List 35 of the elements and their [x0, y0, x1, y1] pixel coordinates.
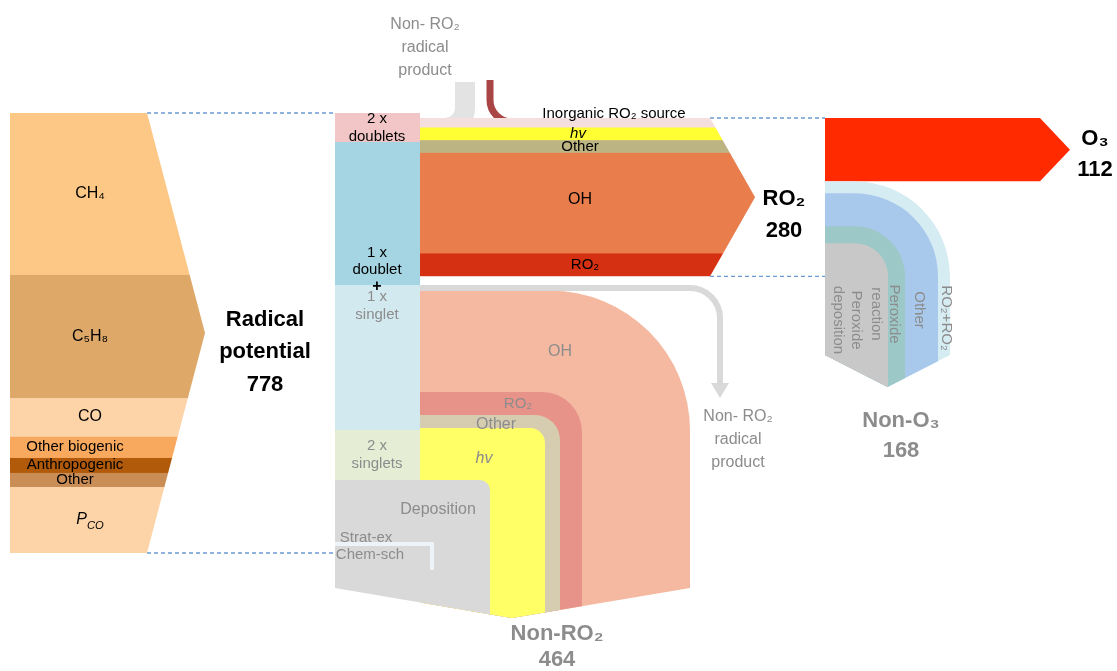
text: hv — [475, 449, 494, 467]
data-label: 778 — [246, 370, 284, 396]
text: RO₂ — [503, 393, 533, 411]
text: OH — [568, 190, 592, 208]
text: OH — [548, 342, 572, 360]
text: RO₂+RO₂ — [939, 285, 957, 351]
text: P$_{CO}$ — [76, 510, 105, 531]
text: 2 x doublets — [348, 108, 406, 144]
data-label: 464 — [538, 645, 577, 671]
text: Other — [912, 291, 930, 329]
data-label: 112 — [1077, 155, 1113, 181]
text: Other biogenic — [26, 437, 125, 455]
text: CH₄ — [75, 184, 105, 202]
text: Anthropogenic — [26, 455, 124, 473]
category-label: Non-O₃ — [862, 406, 940, 432]
data-label: 168 — [882, 436, 920, 462]
text: 2 x singlets — [351, 435, 403, 471]
text: Strat-ex — [339, 527, 393, 545]
text: Chem-sch — [335, 544, 405, 562]
data-label: 280 — [765, 216, 803, 242]
category-label: Radical potential — [219, 305, 311, 363]
text: Peroxide deposition — [831, 285, 867, 355]
text: hv — [570, 123, 588, 141]
text: Deposition — [400, 500, 476, 518]
category-label: O₃ — [1081, 124, 1109, 150]
category-label: Non-RO₂ — [510, 619, 604, 645]
category-label: RO₂ — [762, 184, 806, 210]
text: Non- RO₂ radical product — [390, 15, 460, 79]
text: Non- RO₂ radical product — [703, 407, 773, 471]
text: Peroxide reaction — [869, 284, 905, 344]
text: 1 x doublet — [352, 242, 403, 277]
text: RO₂ — [570, 255, 600, 273]
text: C₅H₈ — [71, 326, 109, 344]
text: CO — [78, 407, 102, 425]
text: Inorganic RO₂ source — [542, 103, 686, 121]
